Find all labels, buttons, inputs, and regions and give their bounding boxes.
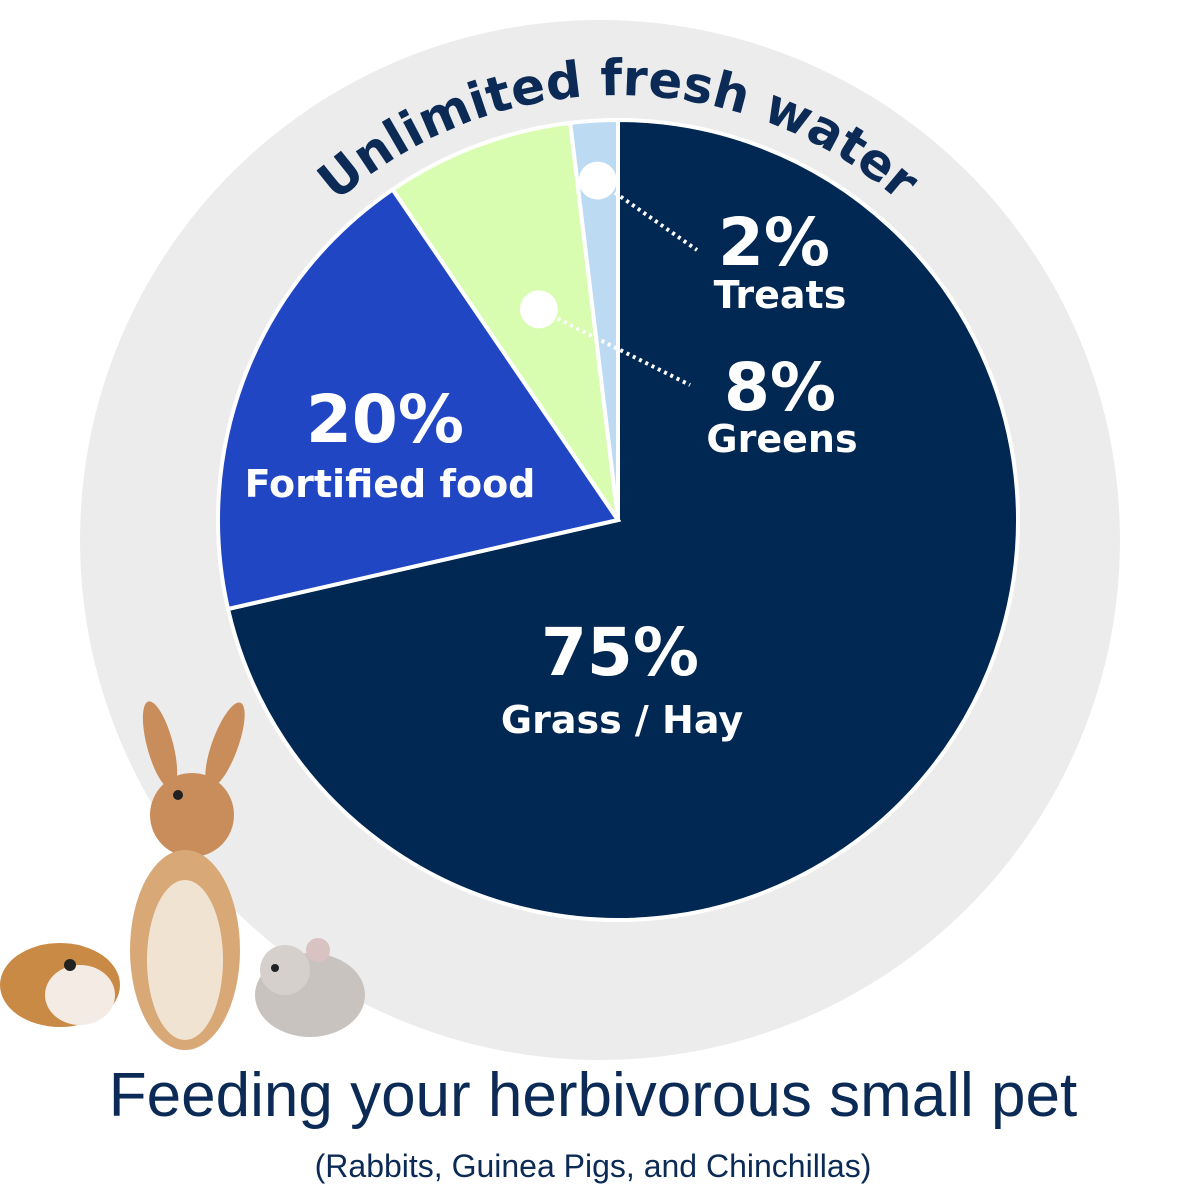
pie-slice-greens	[389, 120, 620, 522]
pie-slice-treats	[568, 117, 620, 521]
leader-dot	[578, 161, 617, 200]
pie-chart: Unlimited fresh water 75% Grass / Hay 20…	[0, 20, 1120, 1060]
slice-label-fortified: Fortified food	[245, 462, 536, 506]
leader-dot	[519, 290, 558, 329]
slice-label-greens: Greens	[706, 417, 857, 461]
leader-line	[596, 178, 699, 252]
slice-label-treats: Treats	[714, 273, 847, 317]
pie-slice-grass-hay	[225, 117, 1020, 922]
slice-label-grass: Grass / Hay	[501, 698, 743, 742]
leader-line	[538, 307, 691, 387]
subtitle: (Rabbits, Guinea Pigs, and Chinchillas)	[314, 1148, 872, 1184]
slice-pct-treats: 2%	[718, 204, 830, 281]
slice-pct-grass: 75%	[541, 614, 699, 691]
pets-illustration	[0, 701, 365, 1050]
main-title: Feeding your herbivorous small pet	[108, 1061, 1078, 1130]
slice-pct-greens: 8%	[724, 349, 836, 426]
pie-slice-fortified-food	[216, 186, 622, 612]
slice-pct-fortified: 20%	[306, 381, 464, 458]
